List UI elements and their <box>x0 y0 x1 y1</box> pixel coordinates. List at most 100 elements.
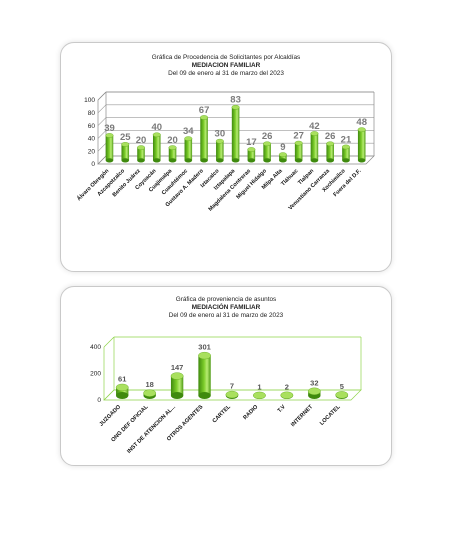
bar-tlahuac <box>294 143 303 161</box>
data-label-miguel-hidalgo: 26 <box>262 131 273 142</box>
chart-card-asuntos: Gráfica de proveniencia de asuntos MEDIA… <box>60 286 392 466</box>
bar-top-juzgado <box>115 383 129 392</box>
y-tick-label: 200 <box>90 371 101 378</box>
data-label-otros-agentes: 301 <box>198 343 211 352</box>
bar-top-milpa-alta <box>278 152 287 157</box>
category-label-juzgado: JUZGADO <box>99 404 123 428</box>
bar-iztapalapa <box>231 107 240 161</box>
bar-venustiano-carranza <box>326 143 334 161</box>
data-label-iztapalapa: 83 <box>230 95 241 106</box>
bar-top-coyoacan <box>152 132 161 138</box>
bar-iztacalco <box>216 141 224 161</box>
bar-base-benito-juarez <box>137 158 145 163</box>
gridline-depth <box>97 104 107 114</box>
bar-base-magdalena-contreras <box>247 158 256 163</box>
bar-base-cuajimalpa <box>168 158 177 163</box>
bar-top-cuajimalpa <box>168 145 177 150</box>
data-label-benito-juarez: 20 <box>136 135 147 146</box>
bar-gustavo-a-madero <box>200 117 208 161</box>
category-label-locatel: LOCATEL <box>319 404 342 427</box>
bar-top-iztapalapa <box>231 104 240 110</box>
data-label-locatel: 5 <box>340 382 344 391</box>
bar-top-xochimilco <box>341 144 350 150</box>
chart-subtitle: MEDIACION FAMILIAR <box>191 62 261 69</box>
bar-base-tlalpan <box>310 158 319 163</box>
data-label-cuajimalpa: 20 <box>167 135 178 146</box>
bar-base-alvaro-obregon <box>105 158 114 163</box>
data-label-iztacalco: 30 <box>215 129 226 140</box>
y-tick-label: 100 <box>84 97 95 104</box>
bar-miguel-hidalgo <box>263 143 271 161</box>
bar-base-milpa-alta <box>279 158 287 163</box>
data-label-tlahuac: 27 <box>293 131 304 142</box>
bar-base-miguel-hidalgo <box>263 158 271 163</box>
bar-top-fuera-del-d-f <box>357 127 366 132</box>
bar-top-iztacalco <box>215 138 224 144</box>
bar-inst-de-atencion-al <box>170 376 184 396</box>
bar-base-azcapotzalco <box>121 158 130 163</box>
bar-top-magdalena-contreras <box>247 147 256 152</box>
chart-period: Del 09 de enero al 31 de marzo de 2023 <box>168 312 284 319</box>
y-tick-label: 400 <box>90 344 101 351</box>
data-label-xochimilco: 21 <box>341 134 352 145</box>
bar-base-inst-de-atencion-al <box>170 392 184 399</box>
data-label-radio: 1 <box>257 382 261 391</box>
bar-tlalpan <box>310 133 319 161</box>
chart-title: Gráfica de proveniencia de asuntos <box>175 296 277 303</box>
y-tick-label: 40 <box>88 136 96 143</box>
chart-period: Del 09 de enero al 31 de marzo del 2023 <box>168 70 284 77</box>
data-label-cartel: 7 <box>230 382 234 391</box>
bar-base-coyoacan <box>152 158 161 163</box>
data-label-tlalpan: 42 <box>309 121 320 132</box>
data-label-internet: 32 <box>310 378 318 387</box>
category-label-tlahuac: Tláhuac <box>280 168 299 187</box>
y-tick-label: 0 <box>97 397 101 404</box>
bar-base-xochimilco <box>342 158 350 163</box>
data-label-magdalena-contreras: 17 <box>246 137 257 148</box>
chart-floor <box>97 155 375 165</box>
bar-base-iztapalapa <box>231 158 240 163</box>
bar-top-radio <box>253 391 266 400</box>
chart-subtitle: MEDIACIÓN FAMILIAR <box>191 304 261 311</box>
bar-top-benito-juarez <box>137 145 145 150</box>
chart-title: Gráfica de Procedencia de Solicitantes p… <box>151 54 301 61</box>
top-left-edge <box>97 91 107 101</box>
bar-benito-juarez <box>137 147 145 161</box>
bar-top-miguel-hidalgo <box>263 141 272 147</box>
bar-top-alvaro-obregon <box>105 133 114 138</box>
data-label-juzgado: 61 <box>118 374 126 383</box>
y-tick-label: 80 <box>88 110 96 117</box>
bar-base-juzgado <box>116 392 129 399</box>
bar-top-inst-de-atencion-al <box>170 372 184 380</box>
gridline-depth <box>97 117 107 126</box>
data-label-fuera-del-d-f: 48 <box>356 117 367 128</box>
bar-cuajimalpa <box>168 147 177 161</box>
bar-base-gustavo-a-madero <box>200 158 208 163</box>
bar-base-venustiano-carranza <box>326 158 334 163</box>
y-tick-label: 0 <box>91 161 95 168</box>
category-label-inst-de-atencion-al: INST DE ATENCION AL... <box>126 404 177 455</box>
bar-top-t-v <box>280 391 294 399</box>
top-left-edge <box>103 336 115 348</box>
bar-base-tlahuac <box>294 158 303 163</box>
bar-top-internet <box>307 387 321 395</box>
y-tick-label: 20 <box>88 148 96 155</box>
data-label-coyoacan: 40 <box>151 122 162 133</box>
bar-base-otros-agentes <box>198 392 211 399</box>
gridline-depth <box>97 130 107 139</box>
bar-top-otros-agentes <box>198 351 211 360</box>
bar-otros-agentes <box>198 355 211 396</box>
chart-floor <box>103 389 362 401</box>
data-label-venustiano-carranza: 26 <box>325 131 336 142</box>
bar-top-cuauhtemoc <box>184 136 193 141</box>
category-label-internet: INTERNET <box>290 404 314 428</box>
data-label-cuauhtemoc: 34 <box>183 126 194 137</box>
data-label-inst-de-atencion-al: 147 <box>171 363 184 372</box>
y-tick-label: 60 <box>88 123 96 130</box>
bar-azcapotzalco <box>121 144 130 161</box>
bar-top-tlahuac <box>294 140 303 146</box>
data-label-azcapotzalco: 25 <box>120 132 131 143</box>
bar-cuauhtemoc <box>184 138 193 161</box>
